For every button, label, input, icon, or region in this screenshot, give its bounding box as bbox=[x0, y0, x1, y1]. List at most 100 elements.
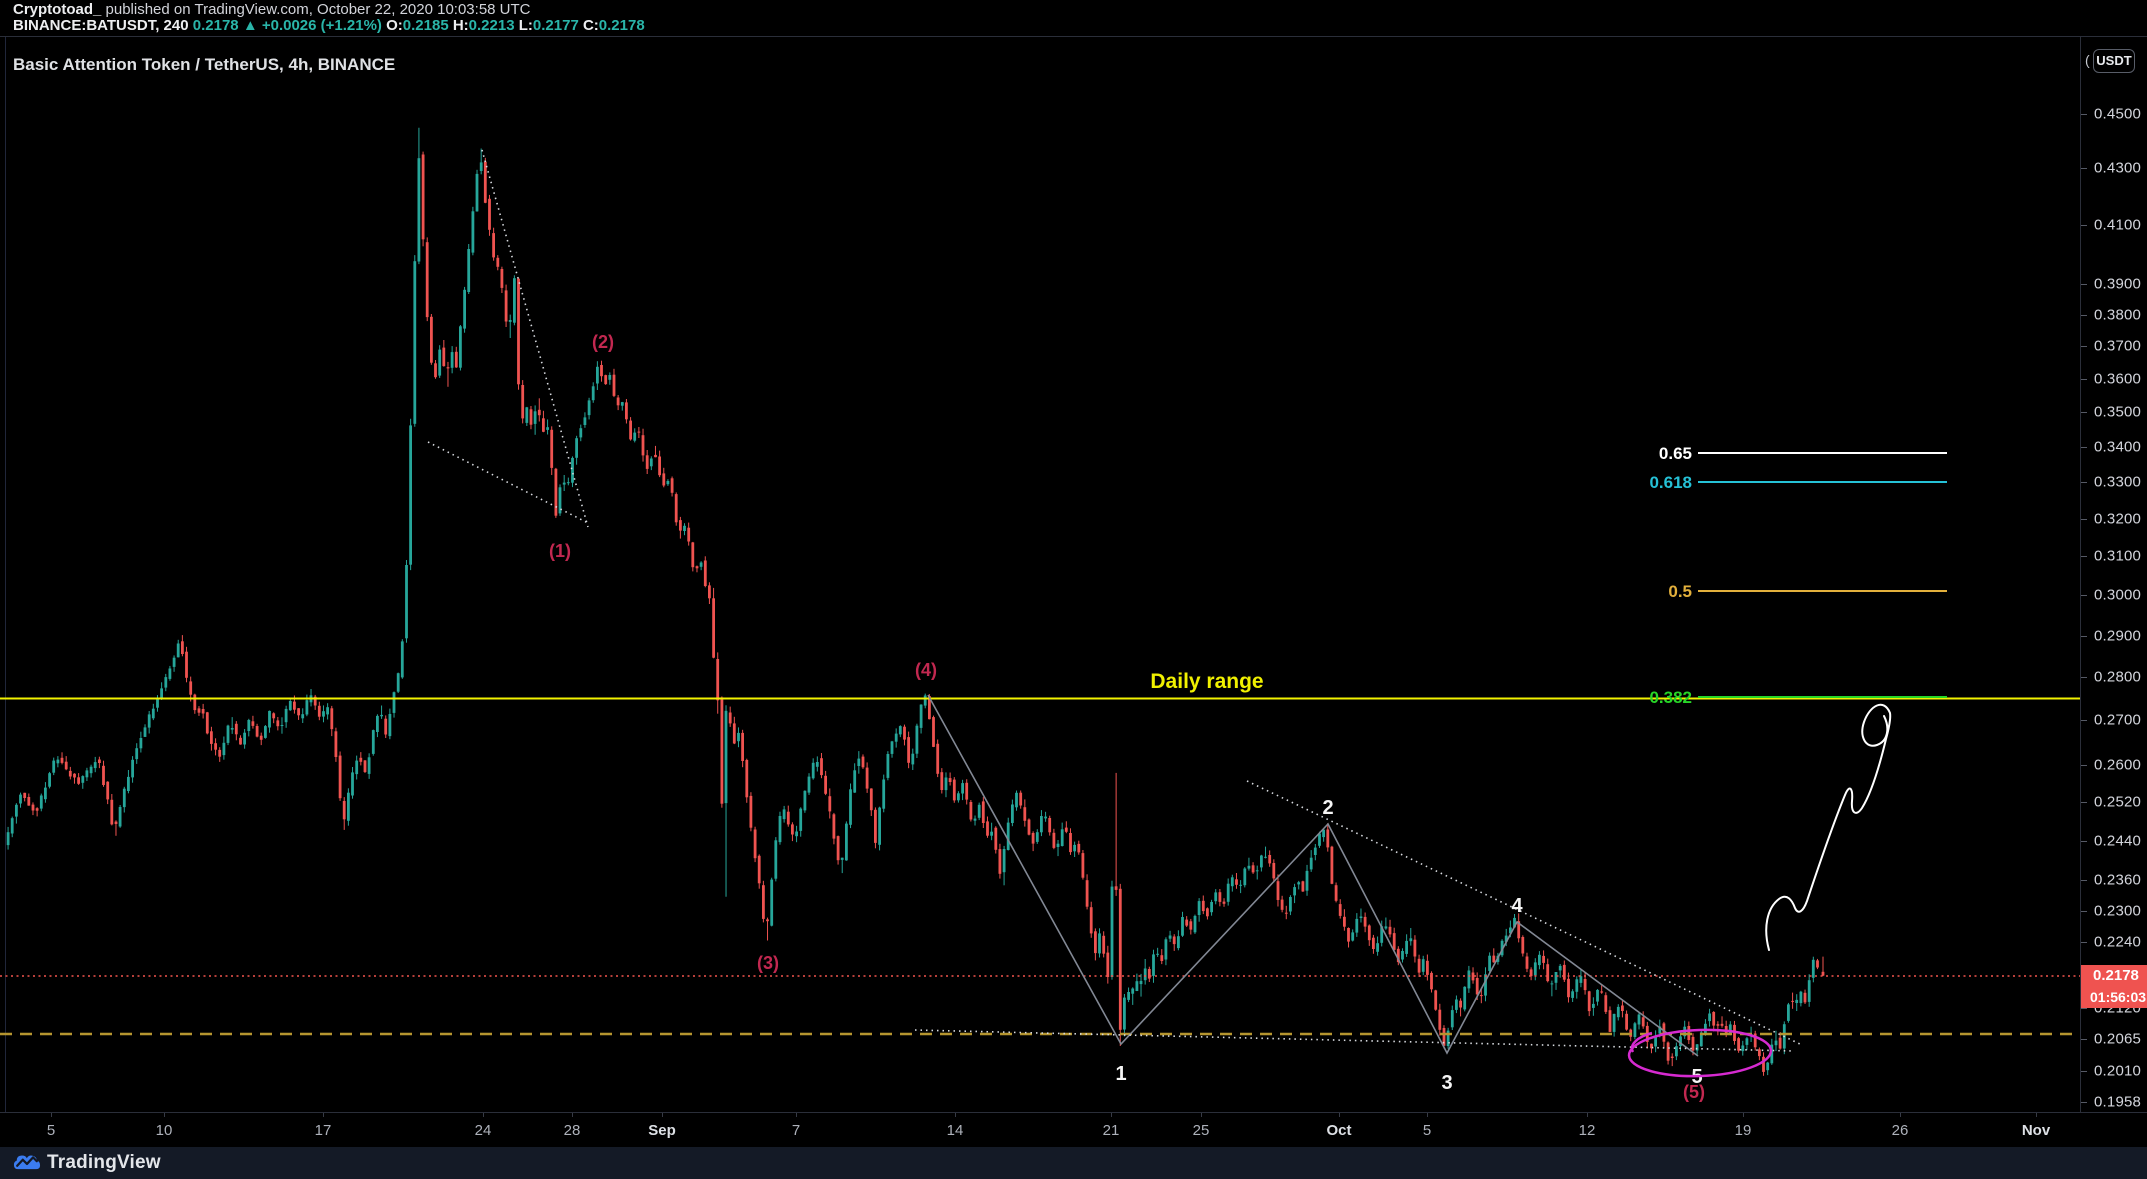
price-tick-0.2065: 0.2065 bbox=[2081, 1030, 2147, 1047]
time-tick-mark bbox=[1427, 1113, 1428, 1117]
fib-label-0.382: 0.382 bbox=[1649, 688, 1692, 707]
price-tick-0.2700: 0.2700 bbox=[2081, 712, 2147, 729]
bar-countdown-badge: 01:56:03 bbox=[2081, 986, 2147, 1008]
time-tick-19: 19 bbox=[1734, 1122, 1752, 1139]
price-tick-0.3500: 0.3500 bbox=[2081, 404, 2147, 421]
time-tick-mark bbox=[1587, 1113, 1588, 1117]
time-tick-26: 26 bbox=[1891, 1122, 1909, 1139]
candles bbox=[6, 127, 1825, 1076]
price-chart[interactable]: Daily range0.650.6180.50.38212345(1)(2)(… bbox=[0, 37, 2080, 1112]
price-tick-0.3700: 0.3700 bbox=[2081, 338, 2147, 355]
price-tick-0.3800: 0.3800 bbox=[2081, 306, 2147, 323]
price-tick-0.4300: 0.4300 bbox=[2081, 159, 2147, 176]
wave-label-2: 2 bbox=[1322, 797, 1333, 819]
tradingview-wordmark[interactable]: TradingView bbox=[47, 1152, 161, 1173]
price-tick-0.3000: 0.3000 bbox=[2081, 587, 2147, 604]
highlight-ellipse bbox=[1627, 1028, 1773, 1078]
price-tick-0.3600: 0.3600 bbox=[2081, 370, 2147, 387]
time-tick-mark bbox=[662, 1113, 663, 1117]
footer-bar: TradingView bbox=[0, 1147, 2147, 1179]
wave-label-(2): (2) bbox=[592, 332, 614, 352]
axis-paren: ( bbox=[2085, 52, 2090, 68]
price-tick-0.4500: 0.4500 bbox=[2081, 106, 2147, 123]
wave-label-3: 3 bbox=[1441, 1072, 1452, 1094]
dotted-trendline-4 bbox=[914, 1029, 1795, 1052]
price-tick-0.2440: 0.2440 bbox=[2081, 832, 2147, 849]
time-tick-12: 12 bbox=[1578, 1122, 1596, 1139]
price-tick-0.2300: 0.2300 bbox=[2081, 902, 2147, 919]
time-tick-mark bbox=[483, 1113, 484, 1117]
tradingview-logo-icon[interactable] bbox=[13, 1153, 41, 1173]
time-tick-mark bbox=[51, 1113, 52, 1117]
price-tick-0.2900: 0.2900 bbox=[2081, 627, 2147, 644]
time-tick-5: 5 bbox=[1422, 1122, 1432, 1139]
symbol-label: BINANCE:BATUSDT, 240 bbox=[13, 17, 189, 34]
elliott-zigzag-line bbox=[927, 694, 1699, 1057]
price-tick-0.3200: 0.3200 bbox=[2081, 510, 2147, 527]
price-change: +0.0026 (+1.21%) bbox=[261, 17, 382, 34]
highlight-ellipse-tail bbox=[1630, 1031, 1653, 1053]
chart-title: Basic Attention Token / TetherUS, 4h, BI… bbox=[13, 55, 396, 74]
high-value: 0.2213 bbox=[468, 17, 515, 34]
currency-toggle-button[interactable]: USDT bbox=[2093, 49, 2135, 73]
time-tick-mark bbox=[1900, 1113, 1901, 1117]
current-price-badge: 0.2178 bbox=[2081, 964, 2147, 987]
price-tick-0.3100: 0.3100 bbox=[2081, 548, 2147, 565]
chart-canvas[interactable]: Daily range 0.65 0.618 0.5 0.382 1 2 3 4 5 (1) (2)(… bbox=[0, 37, 2080, 1112]
publish-info: Cryptotoad_ published on TradingView.com… bbox=[13, 2, 531, 18]
time-tick-10: 10 bbox=[155, 1122, 173, 1139]
time-tick-24: 24 bbox=[474, 1122, 492, 1139]
time-tick-mark bbox=[164, 1113, 165, 1117]
header-divider bbox=[0, 36, 2147, 37]
wave-label-(3): (3) bbox=[757, 953, 779, 973]
price-tick-0.2240: 0.2240 bbox=[2081, 934, 2147, 951]
time-tick-25: 25 bbox=[1192, 1122, 1210, 1139]
price-tick-0.2600: 0.2600 bbox=[2081, 757, 2147, 774]
time-tick-28: 28 bbox=[563, 1122, 581, 1139]
daily-range-label: Daily range bbox=[1150, 670, 1263, 693]
chart-left-border bbox=[5, 37, 6, 1112]
time-tick-mark bbox=[1201, 1113, 1202, 1117]
time-tick-21: 21 bbox=[1102, 1122, 1120, 1139]
time-tick-mark bbox=[1339, 1113, 1340, 1117]
fib-label-0.618: 0.618 bbox=[1649, 473, 1692, 492]
author-name: Cryptotoad_ bbox=[13, 1, 102, 18]
high-label: H: bbox=[452, 17, 469, 34]
wave-label-4: 4 bbox=[1511, 895, 1523, 917]
price-tick-0.2010: 0.2010 bbox=[2081, 1062, 2147, 1079]
time-tick-14: 14 bbox=[946, 1122, 964, 1139]
wave-label-1: 1 bbox=[1115, 1063, 1126, 1085]
wave-label-(5): (5) bbox=[1683, 1082, 1705, 1102]
time-tick-7: 7 bbox=[791, 1122, 801, 1139]
time-tick-Nov: Nov bbox=[2021, 1122, 2051, 1139]
publish-text: published on TradingView.com, October 22… bbox=[101, 1, 531, 18]
low-label: L: bbox=[518, 17, 533, 34]
price-tick-0.2360: 0.2360 bbox=[2081, 872, 2147, 889]
price-tick-0.2800: 0.2800 bbox=[2081, 669, 2147, 686]
time-tick-Oct: Oct bbox=[1326, 1122, 1352, 1139]
price-tick-0.2520: 0.2520 bbox=[2081, 794, 2147, 811]
time-tick-5: 5 bbox=[46, 1122, 56, 1139]
dotted-trendline-3 bbox=[1246, 780, 1803, 1046]
close-value: 0.2178 bbox=[598, 17, 645, 34]
price-tick-0.3300: 0.3300 bbox=[2081, 474, 2147, 491]
last-price: 0.2178 bbox=[192, 17, 239, 34]
fib-label-0.65: 0.65 bbox=[1659, 444, 1692, 463]
time-tick-mark bbox=[2036, 1113, 2037, 1117]
time-tick-Sep: Sep bbox=[648, 1122, 676, 1139]
price-scale[interactable]: ( USDT 0.4500 0.4300 0.4100 0.3900 0.3800 0.3… bbox=[2080, 37, 2147, 1112]
time-tick-mark bbox=[572, 1113, 573, 1117]
fib-label-0.5: 0.5 bbox=[1668, 582, 1692, 601]
close-label: C: bbox=[582, 17, 599, 34]
price-tick-0.3900: 0.3900 bbox=[2081, 275, 2147, 292]
up-arrow-icon: ▲ bbox=[242, 17, 258, 34]
dotted-trendline-2 bbox=[427, 441, 589, 524]
wave-label-(1): (1) bbox=[549, 541, 571, 561]
time-tick-mark bbox=[323, 1113, 324, 1117]
time-scale[interactable]: 5 10 17 24 28 Sep 7 14 21 25 Oct 5 12 19 26 Nov bbox=[0, 1112, 2147, 1148]
time-tick-mark bbox=[796, 1113, 797, 1117]
open-label: O: bbox=[386, 17, 403, 34]
time-tick-mark bbox=[955, 1113, 956, 1117]
price-tick-0.1958: 0.1958 bbox=[2081, 1094, 2147, 1111]
